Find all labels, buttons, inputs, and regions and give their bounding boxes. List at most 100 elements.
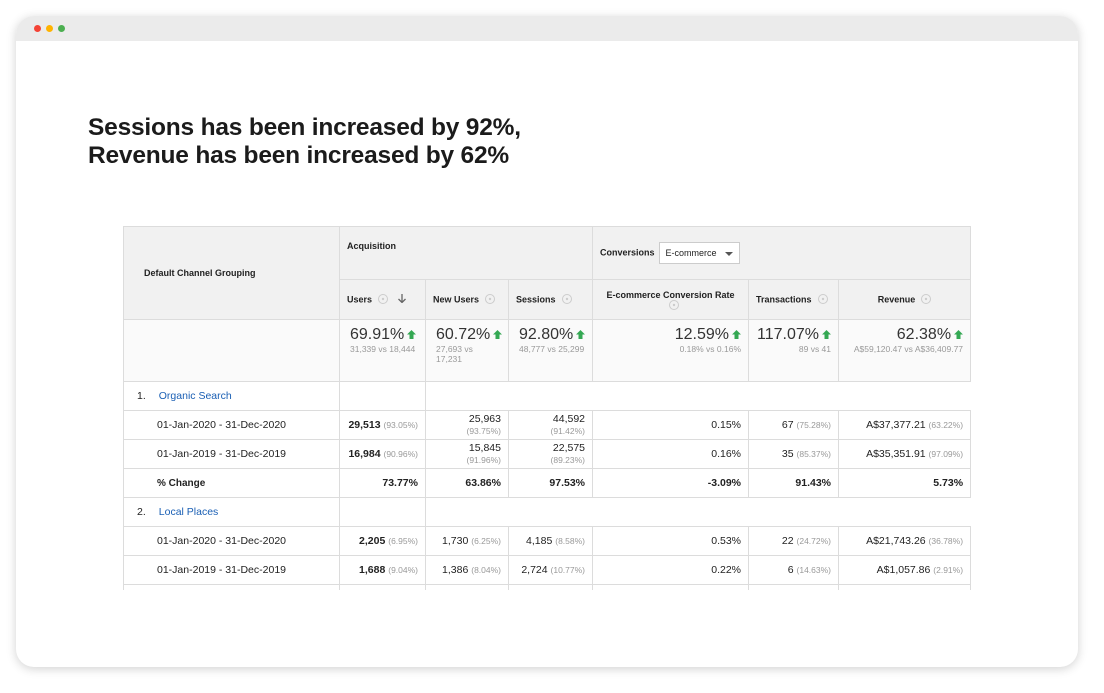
data-cell: 138.66%: [592, 584, 750, 590]
total-cell: 92.80% 48,777 vs 25,299: [507, 319, 594, 382]
data-cell: -3.09%: [592, 468, 750, 498]
data-row: 01-Jan-2020 - 31-Dec-2020 29,513 (93.05%)…: [123, 410, 971, 440]
cell-share: (75.28%): [796, 420, 832, 430]
total-value: 117.07%: [757, 326, 820, 344]
cell-value: 22,575: [552, 442, 586, 454]
cell-value: 15,845: [468, 442, 501, 454]
cell-value: 2,724: [521, 564, 548, 576]
total-cell: 60.72% 27,693 vs 17,231: [425, 319, 509, 382]
total-cell: 62.38% A$59,120.47 vs A$36,409.77: [838, 319, 971, 382]
cell-value: 22: [781, 535, 794, 547]
data-cell: A$21,743.26 (36.78%): [838, 526, 971, 556]
section-index: 1.: [137, 390, 146, 402]
cell-value: 0.22%: [711, 564, 742, 576]
data-cell: 0.15%: [592, 410, 750, 440]
cell-value: A$35,351.91: [866, 448, 926, 460]
browser-card: Sessions has been increased by 92%, Reve…: [16, 16, 1078, 667]
up-arrow-svg: [407, 330, 417, 339]
column-header: Revenue: [838, 279, 971, 320]
maximize-dot: [58, 25, 65, 32]
cell-share: (93.05%): [383, 420, 419, 430]
help-icon-svg: [817, 293, 828, 304]
totals-row: 69.91% 31,339 vs 18,444 60.72% 27,693 vs 17…: [123, 319, 971, 382]
data-cell: 2,724 (10.77%): [507, 555, 594, 585]
data-cell: 67 (75.28%): [748, 410, 840, 440]
cell-value: 4,185: [526, 535, 553, 547]
cell-value: 2,205: [359, 535, 386, 547]
data-cell: A$35,351.91 (97.09%): [838, 439, 971, 469]
section-spacer: [424, 381, 971, 411]
data-cell: A$37,377.21 (63.22%): [838, 410, 971, 440]
data-cell: 53.63%: [507, 584, 594, 590]
up-arrow: [576, 326, 586, 344]
section-cell: 1. Organic Search: [123, 381, 340, 411]
cell-value: 1,386: [442, 564, 469, 576]
up-arrow-svg: [732, 330, 742, 339]
row-label: 01-Jan-2020 - 31-Dec-2020: [123, 410, 340, 440]
cell-value: A$37,377.21: [866, 419, 926, 431]
help-icon-svg: [485, 293, 496, 304]
data-cell: 35 (85.37%): [748, 439, 840, 469]
row-label: % Change: [123, 468, 340, 498]
total-detail: 27,693 vs 17,231: [436, 344, 473, 365]
total-value-line: 92.80%: [519, 326, 586, 344]
group-label: Conversions: [600, 247, 655, 258]
cell-value: 44,592: [552, 413, 586, 425]
data-cell: 15,845 (91.96%): [425, 439, 509, 469]
data-cell: 30.63%: [339, 584, 426, 590]
column-header: E-commerce Conversion Rate: [592, 279, 750, 320]
data-cell: 22 (24.72%): [748, 526, 840, 556]
group-label: Acquisition: [347, 241, 396, 251]
cell-value: 1,688: [359, 564, 386, 576]
cell-share: (9.04%): [388, 565, 418, 575]
cell-share: (89.23%): [550, 455, 586, 465]
cell-value: 97.53%: [549, 477, 586, 489]
total-value-line: 12.59%: [600, 326, 742, 344]
header-row: Default Channel Grouping Acquisition Conve…: [123, 226, 971, 320]
total-cell: 69.91% 31,339 vs 18,444: [339, 319, 426, 382]
section-row: 1. Organic Search: [123, 381, 971, 411]
cell-share: (85.37%): [796, 449, 832, 459]
data-row: % Change 73.77% 63.86% 97.53% -3.09% 91.43% 5.…: [123, 468, 971, 498]
data-cell: 5.73%: [838, 468, 971, 498]
cell-value: 6: [787, 564, 794, 576]
cell-share: (24.72%): [796, 536, 832, 546]
column-label: Revenue: [877, 293, 916, 304]
data-cell: 266.67%: [748, 584, 840, 590]
up-arrow: [732, 326, 742, 344]
section-link[interactable]: Local Places: [158, 506, 219, 518]
goal-select[interactable]: E-commerce: [658, 241, 740, 265]
totals-label-cell: [123, 319, 340, 382]
section-link[interactable]: Organic Search: [158, 390, 232, 402]
data-cell: 29,513 (93.05%): [339, 410, 426, 440]
report-table: Default Channel Grouping Acquisition Conve…: [123, 226, 971, 590]
sort-arrow-svg: [398, 294, 406, 304]
column-header: Sessions: [507, 279, 594, 320]
total-detail: A$59,120.47 vs A$36,409.77: [853, 344, 964, 355]
cell-share: (90.96%): [383, 449, 419, 459]
cell-value: 16,984: [348, 448, 381, 460]
total-detail: 31,339 vs 18,444: [350, 344, 416, 355]
dropdown-caret: [724, 248, 733, 258]
cell-share: (8.04%): [471, 565, 501, 575]
total-value-line: 60.72%: [436, 326, 503, 344]
section-spacer: [424, 497, 971, 527]
help-icon-svg: [921, 293, 932, 304]
data-row: 01-Jan-2020 - 31-Dec-2020 2,205 (6.95%) 1,…: [123, 526, 971, 556]
cell-share: (6.95%): [388, 536, 418, 546]
total-detail: 48,777 vs 25,299: [519, 344, 585, 355]
data-cell: 0.22%: [592, 555, 750, 585]
cell-share: (8.58%): [555, 536, 586, 546]
data-cell: 2,205 (6.95%): [339, 526, 426, 556]
total-cell: 12.59% 0.18% vs 0.16%: [592, 319, 750, 382]
data-cell: 0.53%: [592, 526, 750, 556]
help-icon: [668, 299, 679, 312]
total-value-line: 69.91%: [350, 326, 418, 344]
data-row: 01-Jan-2019 - 31-Dec-2019 1,688 (9.04%) 1,…: [123, 555, 971, 585]
up-arrow: [493, 326, 503, 344]
cell-value: 35: [781, 448, 794, 460]
data-cell: 73.77%: [339, 468, 426, 498]
row-label: 01-Jan-2020 - 31-Dec-2020: [123, 526, 340, 556]
cell-share: (93.75%): [466, 426, 502, 436]
data-cell: 16,984 (90.96%): [339, 439, 426, 469]
